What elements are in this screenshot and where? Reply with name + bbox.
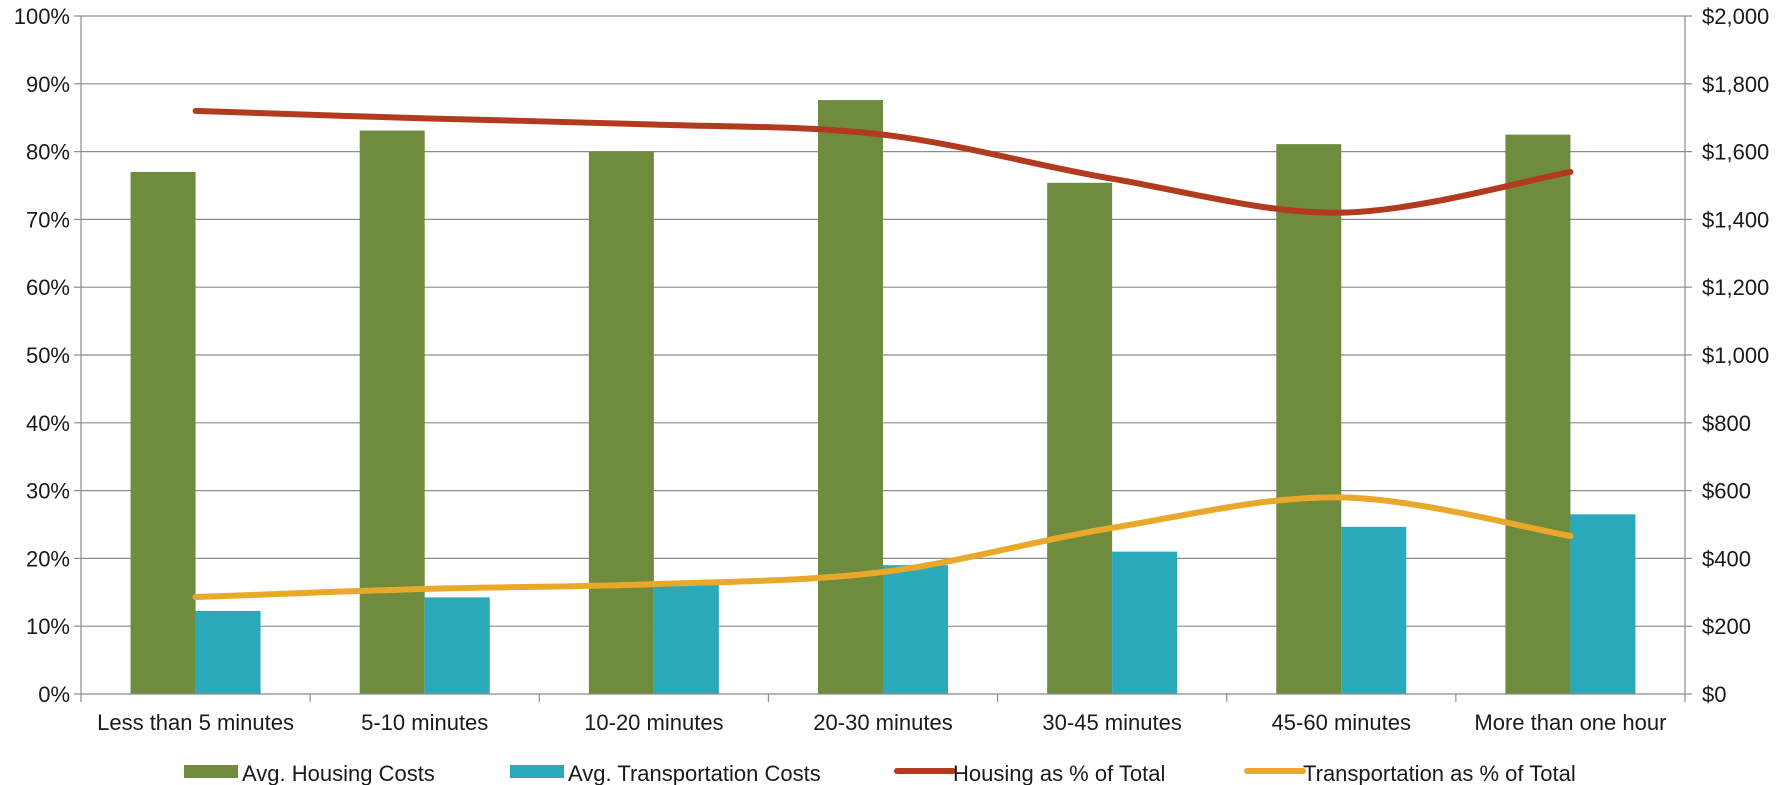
right-tick-label: $1,600: [1702, 140, 1769, 165]
left-tick-label: 90%: [26, 72, 70, 97]
right-tick-label: $200: [1702, 614, 1751, 639]
legend-label: Avg. Transportation Costs: [568, 761, 821, 785]
housing-percent-line: [192, 107, 1574, 216]
housing-cost-bar: [359, 130, 425, 694]
right-tick-label: $600: [1702, 479, 1751, 504]
left-tick-label: 40%: [26, 411, 70, 436]
x-tick-label: 45-60 minutes: [1272, 710, 1411, 735]
right-tick-label: $1,000: [1702, 343, 1769, 368]
legend-swatch: [510, 765, 564, 778]
legend: Avg. Housing Costs Avg. Transportation Co…: [184, 761, 1576, 785]
transportation-cost-bar: [1112, 551, 1178, 694]
transportation-cost-bar: [653, 584, 719, 694]
transportation-cost-bar: [883, 565, 948, 694]
left-tick-label: 20%: [26, 546, 70, 571]
x-tick-label: 30-45 minutes: [1042, 710, 1181, 735]
x-tick-label: More than one hour: [1474, 710, 1666, 735]
legend-label: Housing as % of Total: [953, 761, 1165, 785]
housing-cost-bar: [1047, 182, 1113, 694]
housing-cost-bar: [130, 171, 196, 694]
left-tick-label: 30%: [26, 479, 70, 504]
legend-label: Transportation as % of Total: [1303, 761, 1576, 785]
x-tick-label: 5-10 minutes: [361, 710, 488, 735]
left-tick-label: 70%: [26, 207, 70, 232]
transportation-percent-line: [192, 494, 1574, 601]
left-tick-label: 60%: [26, 275, 70, 300]
right-tick-label: $0: [1702, 682, 1726, 707]
left-tick-label: 100%: [14, 4, 70, 29]
legend-swatch: [184, 765, 238, 778]
right-tick-label: $1,800: [1702, 72, 1769, 97]
transportation-cost-bar: [1341, 526, 1407, 694]
axes: [80, 16, 1686, 702]
x-axis-tick-labels: Less than 5 minutes 5-10 minutes 10-20 min…: [97, 710, 1666, 735]
left-tick-label: 0%: [38, 682, 70, 707]
right-tick-label: $800: [1702, 411, 1751, 436]
left-tick-label: 10%: [26, 614, 70, 639]
housing-cost-bar: [1505, 134, 1571, 694]
left-tick-label: 50%: [26, 343, 70, 368]
transportation-cost-bar: [1570, 514, 1636, 694]
right-axis-tick-labels: $0 $200 $400 $600 $800 $1,000 $1,200 $1,400 $1,6…: [1702, 4, 1769, 707]
legend-label: Avg. Housing Costs: [242, 761, 435, 785]
series-lines: [192, 107, 1574, 601]
left-tick-label: 80%: [26, 140, 70, 165]
right-tick-label: $400: [1702, 546, 1751, 571]
housing-cost-bar: [818, 100, 883, 694]
bars: [130, 100, 1636, 695]
right-tick-label: $1,400: [1702, 207, 1769, 232]
transportation-cost-bar: [195, 610, 261, 694]
transportation-cost-bar: [424, 597, 490, 694]
housing-cost-bar: [588, 151, 654, 695]
x-tick-label: Less than 5 minutes: [97, 710, 294, 735]
x-tick-label: 10-20 minutes: [584, 710, 723, 735]
right-tick-label: $2,000: [1702, 4, 1769, 29]
right-tick-label: $1,200: [1702, 275, 1769, 300]
left-axis-tick-labels: 0% 10% 20% 30% 40% 50% 60% 70% 80% 90% 100%: [14, 4, 70, 707]
housing-cost-bar: [1276, 144, 1342, 695]
x-tick-label: 20-30 minutes: [813, 710, 952, 735]
